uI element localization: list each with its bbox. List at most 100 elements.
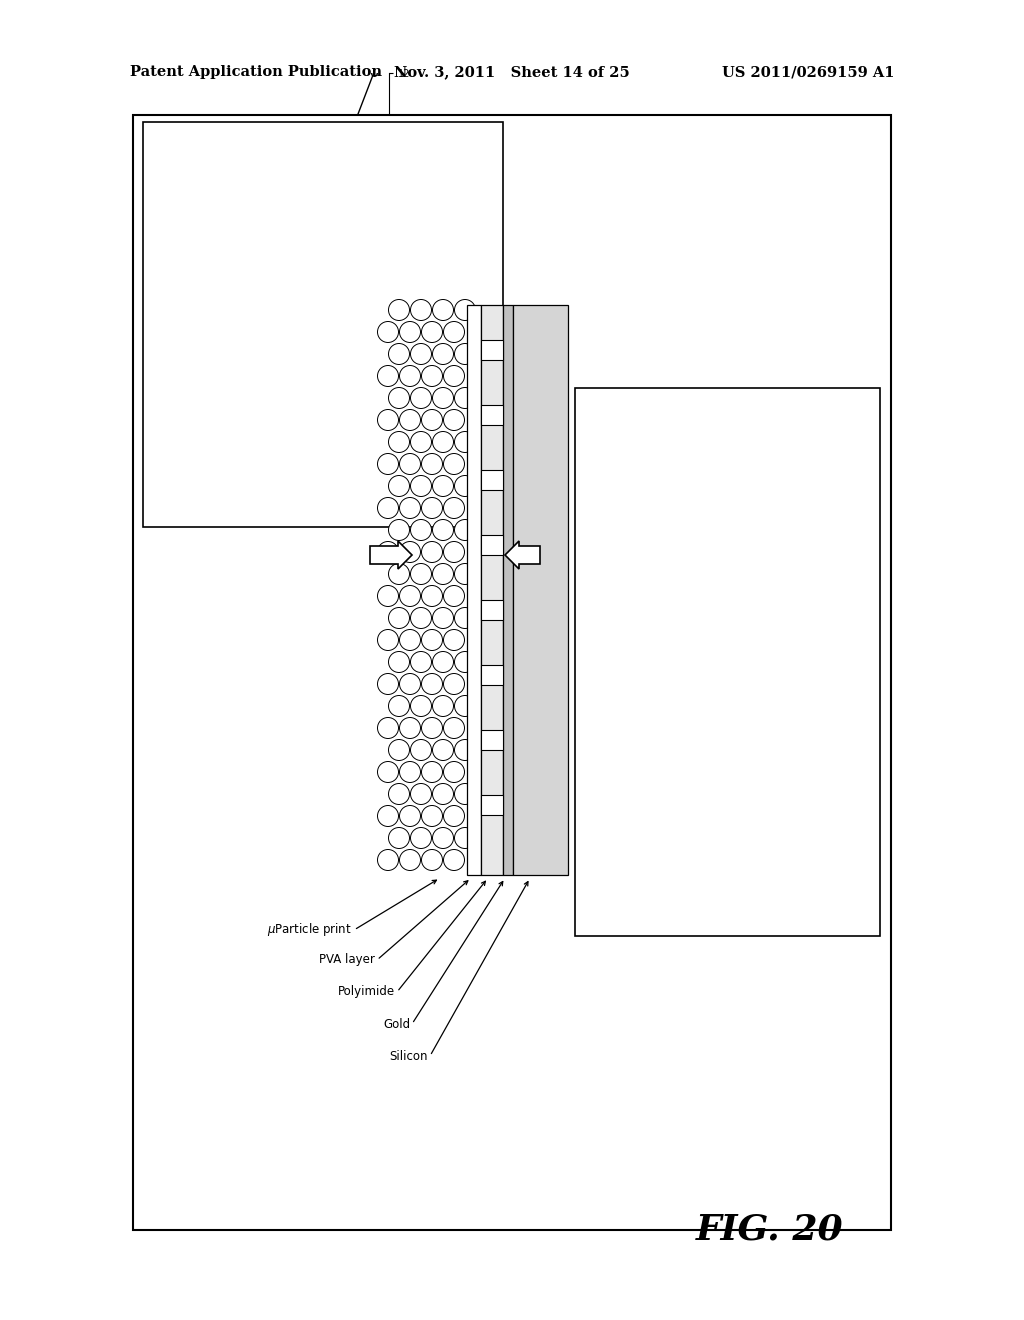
Bar [481, 341, 503, 360]
Circle shape [399, 366, 421, 387]
Circle shape [399, 850, 421, 870]
Circle shape [378, 673, 398, 694]
Circle shape [378, 586, 398, 606]
X-axis label: Relative enzyme activity, %: Relative enzyme activity, % [242, 471, 368, 480]
Bar [513, 305, 568, 875]
Circle shape [388, 388, 410, 408]
Circle shape [455, 696, 475, 717]
Circle shape [432, 388, 454, 408]
Bar [503, 305, 513, 875]
Circle shape [432, 652, 454, 672]
Circle shape [378, 409, 398, 430]
Circle shape [432, 607, 454, 628]
Circle shape [378, 762, 398, 783]
Text: Nov. 3, 2011   Sheet 14 of 25: Nov. 3, 2011 Sheet 14 of 25 [394, 65, 630, 79]
Circle shape [455, 475, 475, 496]
Circle shape [399, 409, 421, 430]
Circle shape [378, 630, 398, 651]
Circle shape [432, 828, 454, 849]
Circle shape [422, 630, 442, 651]
Circle shape [411, 432, 431, 453]
Bar [481, 601, 503, 620]
Text: O · PO$_3^{2-}$: O · PO$_3^{2-}$ [196, 632, 253, 653]
Text: O: O [800, 477, 809, 490]
Text: US 2011/0269159 A1: US 2011/0269159 A1 [723, 65, 895, 79]
Text: FIG. 20: FIG. 20 [696, 1213, 844, 1247]
Text: OH: OH [621, 726, 640, 739]
Text: H$_2$N: H$_2$N [164, 817, 190, 832]
Circle shape [399, 762, 421, 783]
Circle shape [388, 300, 410, 321]
Bar [467, 305, 481, 875]
FancyArrow shape [505, 541, 540, 569]
Circle shape [388, 343, 410, 364]
Text: H$_2$O: H$_2$O [324, 781, 351, 797]
Circle shape [443, 762, 465, 783]
Bar [481, 795, 503, 814]
Circle shape [455, 652, 475, 672]
Circle shape [399, 541, 421, 562]
Bar [481, 405, 503, 425]
Y-axis label: pH: pH [416, 249, 429, 265]
Text: $\mu$Particle print: $\mu$Particle print [267, 921, 352, 939]
Text: + H$^+$: + H$^+$ [440, 759, 474, 774]
Circle shape [422, 498, 442, 519]
Circle shape [388, 652, 410, 672]
Text: + PO$_4^{3-}$: + PO$_4^{3-}$ [433, 715, 481, 735]
Circle shape [388, 784, 410, 804]
Circle shape [388, 564, 410, 585]
Circle shape [443, 805, 465, 826]
Circle shape [455, 784, 475, 804]
Text: H·N: H·N [666, 809, 688, 822]
Circle shape [411, 564, 431, 585]
FancyArrow shape [370, 541, 412, 569]
Circle shape [411, 652, 431, 672]
Bar [481, 470, 503, 490]
Text: PVA layer: PVA layer [319, 953, 375, 966]
Circle shape [455, 300, 475, 321]
Text: O: O [800, 906, 809, 919]
Circle shape [443, 498, 465, 519]
Circle shape [443, 322, 465, 342]
Circle shape [378, 850, 398, 870]
Circle shape [443, 673, 465, 694]
Circle shape [411, 300, 431, 321]
Bar [481, 730, 503, 750]
Circle shape [399, 718, 421, 738]
Circle shape [411, 475, 431, 496]
Text: + 2e$^-$: + 2e$^-$ [844, 557, 880, 569]
Text: Gold: Gold [383, 1018, 410, 1031]
Circle shape [422, 718, 442, 738]
Circle shape [399, 586, 421, 606]
Circle shape [411, 520, 431, 540]
Text: O: O [800, 648, 809, 661]
Bar [133, 115, 891, 1230]
Circle shape [411, 828, 431, 849]
Circle shape [388, 739, 410, 760]
Text: H$_2$N: H$_2$N [579, 895, 604, 909]
Circle shape [378, 541, 398, 562]
Circle shape [411, 784, 431, 804]
Circle shape [422, 366, 442, 387]
Bar [481, 305, 503, 875]
Circle shape [422, 586, 442, 606]
Circle shape [455, 739, 475, 760]
Circle shape [422, 541, 442, 562]
Circle shape [388, 696, 410, 717]
Bar [143, 121, 503, 527]
Text: + 2H$^+$: + 2H$^+$ [844, 528, 882, 544]
Circle shape [443, 366, 465, 387]
Circle shape [378, 718, 398, 738]
Circle shape [455, 564, 475, 585]
Circle shape [388, 475, 410, 496]
Circle shape [432, 696, 454, 717]
Text: ALP: ALP [325, 681, 349, 694]
Circle shape [378, 454, 398, 474]
Circle shape [411, 739, 431, 760]
Text: H$_2$N: H$_2$N [350, 817, 377, 832]
Circle shape [432, 564, 454, 585]
Circle shape [455, 343, 475, 364]
Circle shape [455, 828, 475, 849]
Text: OH + 2H$^+$: OH + 2H$^+$ [768, 785, 826, 801]
Circle shape [399, 322, 421, 342]
